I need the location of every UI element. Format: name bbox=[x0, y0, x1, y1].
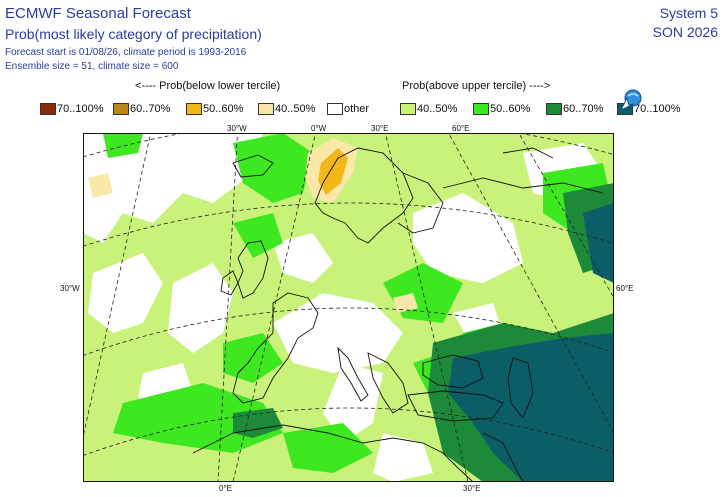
legend-label: other bbox=[344, 103, 370, 115]
globe-pointer-icon bbox=[619, 89, 642, 112]
system-label: System 5 bbox=[659, 5, 718, 21]
page-title: ECMWF Seasonal Forecast bbox=[5, 5, 191, 22]
legend-above-header: Prob(above upper tercile) ----> bbox=[402, 80, 551, 92]
legend-label: 60..70% bbox=[563, 103, 604, 115]
forecast-info: Forecast start is 01/08/26, climate peri… bbox=[5, 47, 247, 58]
legend-label: 70..100% bbox=[57, 103, 104, 115]
lat-label-right: 60°E bbox=[616, 284, 634, 293]
legend-swatch bbox=[327, 103, 343, 115]
legend-below-header: <---- Prob(below lower tercile) bbox=[135, 80, 281, 92]
legend-label: 40..50% bbox=[275, 103, 316, 115]
legend-label: 50..60% bbox=[490, 103, 531, 115]
legend-label: 70..100% bbox=[634, 103, 681, 115]
season-label: SON 2026 bbox=[652, 24, 718, 40]
lon-label-top: 30°E bbox=[371, 124, 389, 133]
lon-label-bottom: 30°E bbox=[463, 484, 481, 493]
lon-label-bottom: 0°E bbox=[219, 484, 232, 493]
lon-label-top: 0°W bbox=[311, 124, 327, 133]
legend-swatch bbox=[186, 103, 202, 115]
legend-swatch bbox=[40, 103, 56, 115]
other-category-areas bbox=[83, 133, 603, 482]
precipitation-probability-map bbox=[83, 133, 614, 482]
graticule bbox=[83, 133, 614, 482]
legend-swatch bbox=[400, 103, 416, 115]
legend-swatch bbox=[113, 103, 129, 115]
coastlines bbox=[192, 147, 604, 482]
ensemble-info: Ensemble size = 51, climate size = 600 bbox=[5, 61, 179, 72]
lat-label-left: 30°W bbox=[60, 284, 80, 293]
lon-label-top: 30°W bbox=[227, 124, 247, 133]
legend-swatch bbox=[546, 103, 562, 115]
legend-swatch bbox=[258, 103, 274, 115]
lon-label-top: 60°E bbox=[452, 124, 470, 133]
legend-label: 60..70% bbox=[130, 103, 171, 115]
legend-swatch bbox=[473, 103, 489, 115]
page-subtitle: Prob(most likely category of precipitati… bbox=[5, 26, 262, 42]
legend-label: 40..50% bbox=[417, 103, 458, 115]
legend-label: 50..60% bbox=[203, 103, 244, 115]
above-70-100-areas bbox=[448, 203, 614, 482]
